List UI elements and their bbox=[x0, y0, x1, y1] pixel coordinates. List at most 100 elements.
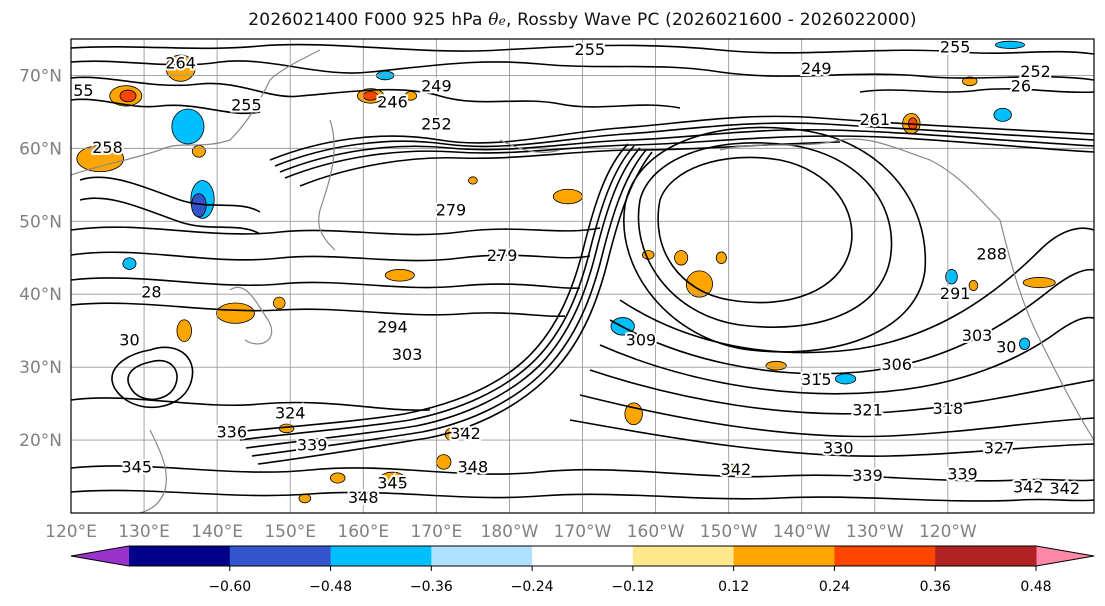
shaded-patch bbox=[993, 107, 1012, 122]
latitude-label: 50°N bbox=[19, 212, 62, 232]
colorbar-segment bbox=[733, 546, 835, 566]
contour-label: 252 bbox=[421, 115, 452, 134]
contour-label: 321 bbox=[852, 400, 883, 419]
shaded-patch bbox=[962, 76, 978, 87]
longitude-label: 150°E bbox=[264, 522, 316, 542]
colorbar-extend-low bbox=[71, 546, 129, 566]
map-content: 264 255 258 255 246 249 252 255 249 255 252 261 279 2… bbox=[63, 39, 1094, 513]
contour-label: 342 bbox=[450, 424, 481, 443]
colorbar-segment bbox=[935, 546, 1037, 566]
contour-label: 252 bbox=[1020, 62, 1051, 81]
contour-line bbox=[657, 156, 853, 304]
latitude-label: 70°N bbox=[19, 66, 62, 86]
contour-line bbox=[71, 397, 431, 411]
shaded-patch bbox=[834, 373, 857, 385]
longitude-label: 140°W bbox=[773, 522, 831, 542]
colorbar-tick-label: 0.12 bbox=[718, 579, 749, 595]
shaded-patch bbox=[362, 91, 379, 101]
contour-label: 30 bbox=[996, 338, 1016, 357]
colorbar-tick-label: 0.24 bbox=[819, 579, 850, 595]
contour-line bbox=[111, 346, 194, 409]
title-prefix: 2026021400 F000 925 hPa bbox=[248, 10, 489, 30]
coastline-kamchatka bbox=[318, 119, 336, 251]
contour-label: 255 bbox=[231, 96, 262, 115]
contour-line bbox=[127, 359, 178, 401]
shaded-patch bbox=[119, 89, 137, 103]
colorbar-segment bbox=[632, 546, 735, 566]
colorbar-segment bbox=[129, 546, 231, 566]
contour-labels: 264 255 258 255 246 249 252 255 249 255 252 261 279 2… bbox=[63, 39, 1082, 509]
contour-label: 261 bbox=[860, 110, 891, 129]
contour-line bbox=[233, 143, 629, 433]
shaded-patch bbox=[273, 296, 286, 310]
contour-label: 28 bbox=[141, 282, 161, 301]
longitude-label: 160°W bbox=[627, 522, 685, 542]
contour-line bbox=[79, 176, 261, 213]
contour-label: 339 bbox=[297, 435, 328, 454]
contour-line bbox=[71, 489, 1094, 502]
colorbar-segment bbox=[834, 546, 936, 566]
title-suffix: , Rossby Wave PC (2026021600 - 202602200… bbox=[505, 10, 917, 30]
coastline-asia bbox=[71, 49, 321, 176]
contour-line bbox=[619, 227, 1094, 354]
contour-line bbox=[599, 316, 1094, 395]
contour-line bbox=[71, 43, 1094, 55]
contour-line bbox=[71, 251, 591, 262]
contour-label: 288 bbox=[976, 244, 1007, 263]
shaded-patch bbox=[122, 257, 137, 270]
contour-label: 264 bbox=[165, 53, 196, 72]
contour-line bbox=[79, 197, 261, 235]
longitude-label: 140°E bbox=[191, 522, 243, 542]
contour-label: 258 bbox=[92, 138, 123, 157]
colorbar-outline bbox=[70, 545, 1095, 567]
colorbar: −0.60 −0.48 −0.36 −0.24 −0.12 0.12 0.24 0.36 0.4… bbox=[70, 545, 1095, 595]
contour-label: 339 bbox=[852, 466, 883, 485]
contour-line bbox=[637, 141, 893, 328]
contour-label: 348 bbox=[348, 488, 379, 507]
coastline-bering bbox=[499, 139, 561, 153]
contour-label: 315 bbox=[801, 370, 832, 389]
shaded-patch bbox=[404, 91, 418, 101]
longitude-label: 130°W bbox=[846, 522, 904, 542]
shaded-patch bbox=[1022, 277, 1056, 289]
shaded-patch bbox=[945, 269, 958, 285]
shaded-patch bbox=[994, 40, 1025, 49]
contour-label: 324 bbox=[275, 403, 306, 422]
contour-label: 342 bbox=[721, 460, 752, 479]
contour-line bbox=[569, 419, 1094, 457]
shaded-patch bbox=[715, 251, 727, 265]
contour-label: 255 bbox=[63, 81, 94, 100]
contour-line bbox=[257, 151, 653, 465]
coastline-philippines bbox=[139, 429, 167, 513]
shaded-patch bbox=[552, 188, 583, 205]
latitude-labels: 70°N 60°N 50°N 40°N 30°N 20°N bbox=[19, 66, 62, 451]
colorbar-tick-label: −0.60 bbox=[208, 579, 251, 595]
contour-label: 246 bbox=[377, 93, 408, 112]
contour-line bbox=[579, 394, 1094, 438]
colorbar-tick-label: 0.48 bbox=[1020, 579, 1051, 595]
shaded-patch bbox=[191, 145, 206, 158]
colorbar-segment bbox=[330, 546, 432, 566]
colorbar-segment bbox=[431, 546, 533, 566]
contour-line bbox=[609, 268, 1094, 375]
contour-line bbox=[71, 302, 566, 318]
longitude-label: 120°E bbox=[45, 522, 97, 542]
coastline-north-america bbox=[999, 219, 1094, 441]
colorbar-tick-label: −0.12 bbox=[611, 579, 654, 595]
contour-label: 249 bbox=[801, 59, 832, 78]
coastline-alaska bbox=[719, 138, 1001, 221]
contour-line bbox=[71, 465, 1094, 482]
longitude-label: 170°E bbox=[411, 522, 463, 542]
contour-line bbox=[589, 369, 1094, 415]
shaded-patch bbox=[76, 145, 125, 173]
colorbar-tick-label: −0.36 bbox=[410, 579, 453, 595]
shaded-patch bbox=[330, 472, 346, 484]
contour-line bbox=[269, 115, 1094, 161]
contour-label: 330 bbox=[823, 438, 854, 457]
longitude-label: 120°W bbox=[919, 522, 977, 542]
contour-line bbox=[623, 126, 927, 353]
contour-line bbox=[251, 149, 647, 457]
coastline-japan bbox=[229, 286, 273, 345]
latitude-label: 30°N bbox=[19, 358, 62, 378]
contour-line bbox=[71, 60, 1094, 81]
